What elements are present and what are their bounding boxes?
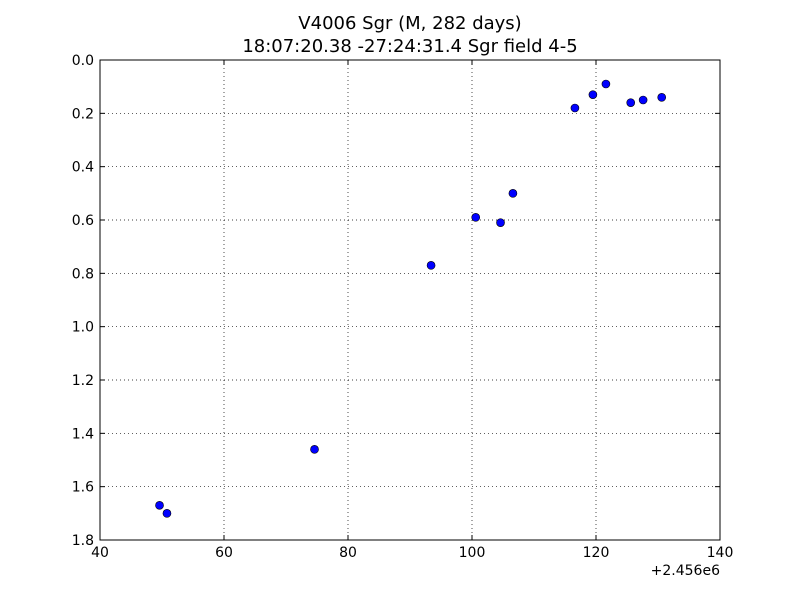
y-tick-label: 0.4 [72, 160, 94, 176]
chart-subtitle: 18:07:20.38 -27:24:31.4 Sgr field 4-5 [242, 36, 577, 57]
x-tick-label: 140 [707, 545, 734, 561]
y-tick-label: 0.6 [72, 213, 94, 229]
x-tick-label: 120 [583, 545, 610, 561]
x-tick-label: 60 [215, 545, 233, 561]
chart-title: V4006 Sgr (M, 282 days) [298, 13, 521, 34]
x-axis-offset-label: +2.456e6 [651, 563, 720, 579]
data-points [155, 79, 667, 518]
data-point [310, 445, 319, 454]
y-tick-label: 0.8 [72, 266, 94, 282]
grid-lines [100, 60, 720, 540]
y-tick-label: 1.8 [72, 533, 94, 549]
y-tick-label: 1.6 [72, 480, 94, 496]
x-tick-label: 80 [339, 545, 357, 561]
plot-frame [99, 59, 721, 541]
data-point [155, 501, 164, 510]
data-point [496, 218, 505, 227]
x-tick-label: 100 [459, 545, 486, 561]
data-point [657, 93, 667, 102]
axis-ticks: 40 60 80 100 120 140 0.0 0.2 0.4 0.6 0.8 1.0 1.2 1.4 1… [72, 53, 734, 561]
y-tick-label: 0.0 [72, 53, 94, 69]
x-tick-label: 40 [91, 545, 109, 561]
data-point [508, 189, 518, 198]
y-tick-label: 1.0 [72, 320, 94, 336]
y-tick-label: 1.4 [72, 426, 94, 442]
data-point [601, 79, 611, 89]
data-point [626, 98, 636, 107]
data-point [471, 213, 481, 222]
data-point [570, 103, 580, 113]
y-tick-label: 0.2 [72, 106, 94, 122]
y-tick-label: 1.2 [72, 373, 94, 389]
data-point [588, 90, 598, 99]
data-point [638, 95, 648, 105]
data-point [162, 509, 172, 518]
data-point [426, 261, 436, 270]
